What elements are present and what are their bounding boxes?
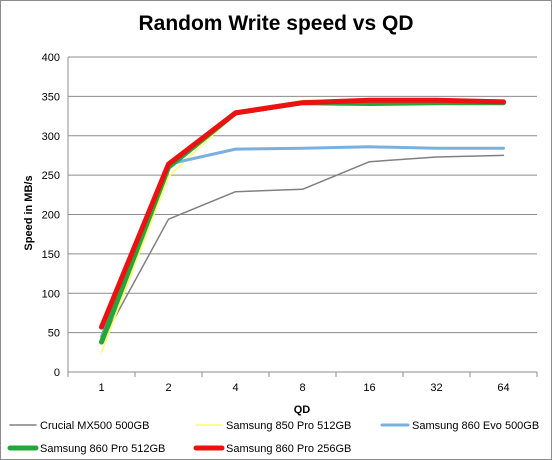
legend: Crucial MX500 500GB Samsung 850 Pro 512GB… [7, 420, 539, 455]
y-tick-label: 150 [42, 249, 60, 261]
legend-label: Samsung 860 Pro 256GB [226, 443, 351, 455]
series-line [99, 100, 506, 345]
x-tick-label: 1 [98, 382, 104, 394]
x-tick-label: 32 [430, 382, 442, 394]
legend-label: Samsung 860 Evo 500GB [412, 420, 539, 432]
y-tick-label: 400 [42, 52, 60, 64]
x-tick-label: 64 [497, 382, 509, 394]
legend-label: Crucial MX500 500GB [40, 420, 149, 432]
y-tick-label: 100 [42, 288, 60, 300]
y-tick-label: 350 [42, 91, 60, 103]
gridlines [68, 56, 537, 334]
series-line [100, 99, 505, 354]
x-tick-label: 16 [363, 382, 375, 394]
series-line [99, 97, 506, 330]
series-lines [99, 97, 506, 354]
y-tick-label: 0 [54, 367, 60, 379]
x-tick-label: 2 [165, 382, 171, 394]
y-tick-label: 50 [48, 328, 60, 340]
y-axis-title: Speed in MB/s [23, 175, 35, 250]
legend-label: Samsung 860 Pro 512GB [40, 443, 165, 455]
y-tick-label: 200 [42, 210, 60, 222]
x-axis-title: QD [294, 404, 311, 416]
chart-title: Random Write speed vs QD [138, 12, 414, 35]
y-tick-label: 250 [42, 170, 60, 182]
x-tick-label: 8 [299, 382, 305, 394]
axes: 0 50 100 150 200 250 300 350 400 1 2 4 8 16 32 64 [42, 52, 538, 394]
y-tick-label: 300 [42, 131, 60, 143]
series-line [100, 154, 505, 343]
legend-label: Samsung 850 Pro 512GB [226, 420, 351, 432]
x-tick-label: 4 [232, 382, 238, 394]
